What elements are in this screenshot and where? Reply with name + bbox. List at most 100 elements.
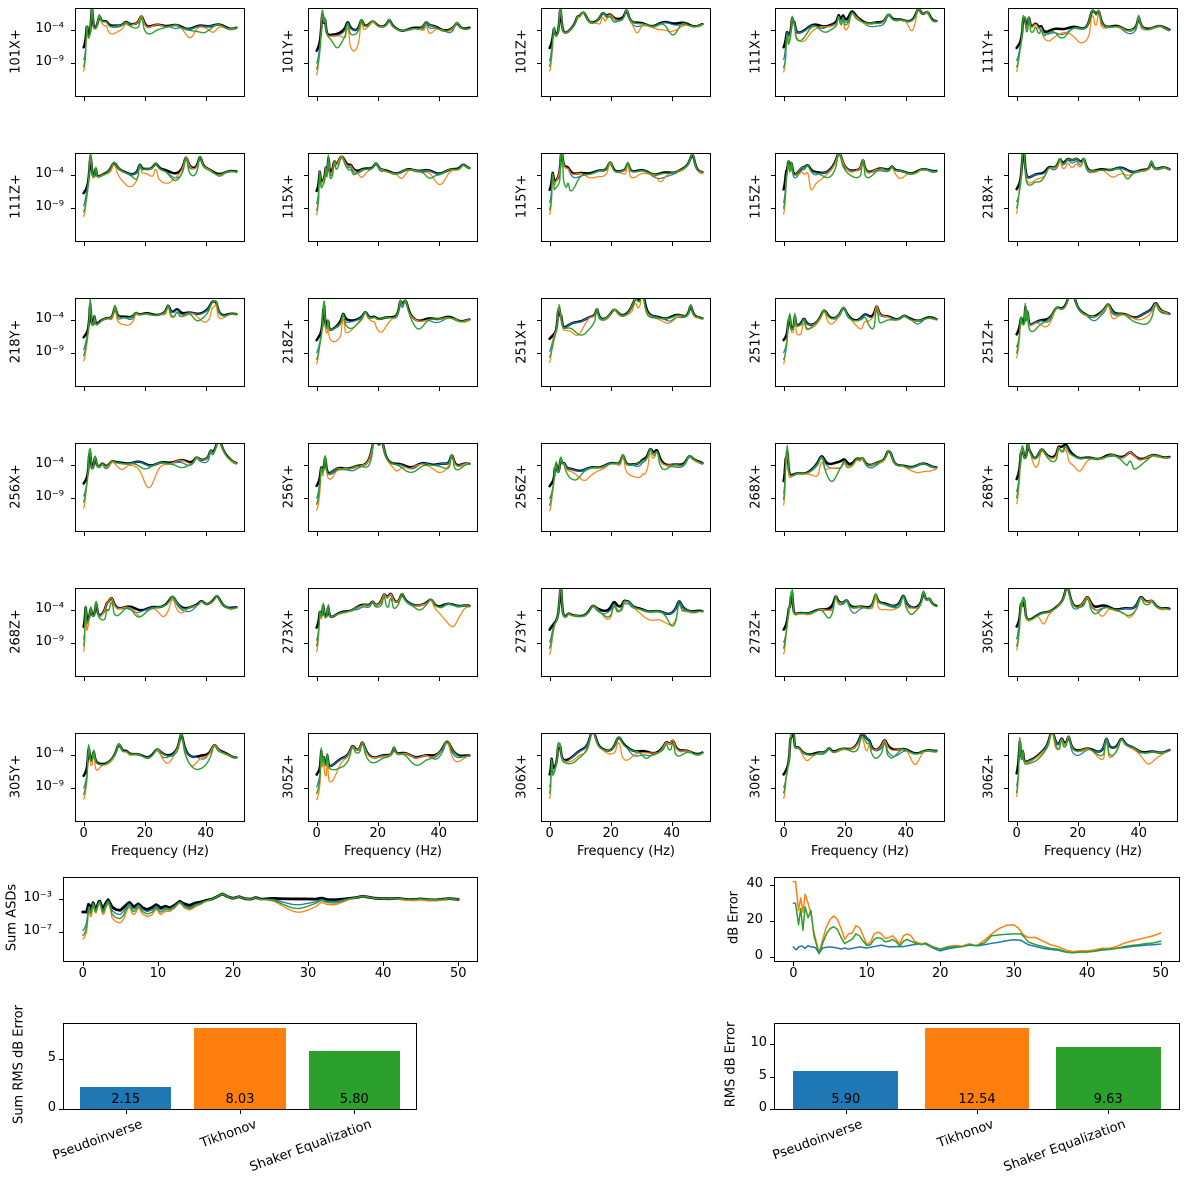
y-tick (71, 643, 75, 644)
x-tick-label: 20 (136, 826, 153, 841)
x-tick (206, 387, 207, 391)
y-tick (770, 885, 774, 886)
subplot-ylabel-273Y+: 273Y+ (514, 609, 530, 653)
bar-category-label: Shaker Equalization (1001, 1117, 1128, 1176)
subplot-ylabel-305X+: 305X+ (981, 608, 997, 654)
y-tick (304, 755, 308, 756)
subplot-canvas-218Z+ (309, 299, 477, 386)
x-tick (906, 532, 907, 536)
subplot-ylabel-251X+: 251X+ (514, 318, 530, 364)
subplot-ylabel-218X+: 218X+ (981, 173, 997, 219)
y-tick (59, 899, 63, 900)
x-tick (1017, 97, 1018, 101)
subplot-canvas-101Z+ (542, 9, 710, 96)
subplot-canvas-273Z+ (776, 589, 944, 676)
y-tick (537, 353, 541, 354)
bar-value-label: 8.03 (225, 1092, 255, 1107)
subplot-canvas-218Y+ (76, 299, 244, 386)
x-tick (845, 242, 846, 246)
y-tick-label: 10⁻³ (23, 889, 52, 905)
y-tick (770, 1044, 774, 1045)
y-tick-label: 10⁻⁹ (35, 199, 64, 215)
subplot-251Z+ (1008, 298, 1178, 387)
x-tick-label: 40 (1130, 826, 1148, 841)
x-tick (611, 532, 612, 536)
x-tick (1078, 97, 1079, 101)
y-tick (1004, 30, 1008, 31)
y-tick (304, 353, 308, 354)
x-tick (145, 97, 146, 101)
y-tick (304, 788, 308, 789)
bar-category-label: Pseudoinverse (771, 1117, 865, 1164)
y-tick (71, 208, 75, 209)
subplot-273X+ (308, 588, 478, 677)
x-tick (1161, 962, 1162, 966)
x-tick-label: 40 (1078, 966, 1096, 981)
y-tick-label: 10⁻⁹ (35, 344, 64, 360)
x-tick (906, 822, 907, 826)
x-tick (550, 387, 551, 391)
y-tick (537, 498, 541, 499)
y-tick (59, 1109, 63, 1110)
subplot-canvas-115X+ (309, 154, 477, 241)
subplot-ylabel-111Y+: 111Y+ (981, 29, 997, 73)
y-tick-label: 10⁻⁴ (35, 456, 64, 472)
bar-value-label: 9.63 (1093, 1092, 1123, 1107)
x-tick-label: 20 (602, 826, 619, 841)
y-tick (771, 30, 775, 31)
subplot-canvas-256Z+ (542, 444, 710, 531)
x-tick (1078, 242, 1079, 246)
x-tick-label: 30 (299, 966, 317, 981)
y-tick-label: 10⁻⁹ (35, 634, 64, 650)
y-tick (537, 755, 541, 756)
subplot-273Z+ (775, 588, 945, 677)
subplot-ylabel-115X+: 115X+ (281, 173, 297, 219)
x-tick-label: 30 (1005, 966, 1022, 981)
y-tick-label: 40 (746, 876, 763, 892)
x-tick (846, 1110, 847, 1114)
x-tick (1017, 677, 1018, 681)
x-tick (439, 677, 440, 681)
y-tick (1004, 175, 1008, 176)
x-tick (84, 387, 85, 391)
x-tick (611, 822, 612, 826)
y-tick (1004, 755, 1008, 756)
subplot-ylabel-305Z+: 305Z+ (281, 753, 297, 799)
y-tick (71, 320, 75, 321)
x-tick (784, 387, 785, 391)
y-tick (771, 63, 775, 64)
sum-asds-canvas (64, 878, 477, 961)
x-tick (845, 532, 846, 536)
y-tick (537, 643, 541, 644)
y-tick (770, 957, 774, 958)
x-tick (145, 822, 146, 826)
y-tick (537, 208, 541, 209)
x-tick (354, 1110, 355, 1114)
y-tick-label: 20 (746, 912, 763, 928)
x-tick-label: 0 (78, 966, 87, 981)
x-tick-label: 40 (197, 826, 215, 841)
x-tick (233, 962, 234, 966)
x-tick-label: 50 (1152, 966, 1169, 981)
bar-Pseudoinverse (80, 1087, 172, 1109)
x-tick-label: 50 (449, 966, 467, 981)
y-tick (537, 175, 541, 176)
x-tick (206, 532, 207, 536)
x-tick (126, 1110, 127, 1114)
y-tick-label: 10⁻⁷ (23, 922, 52, 938)
x-tick (550, 532, 551, 536)
x-tick (145, 387, 146, 391)
x-tick (206, 822, 207, 826)
bar-category-label: Tikhonov (198, 1117, 260, 1152)
subplot-111Z+ (75, 153, 245, 242)
y-tick (771, 610, 775, 611)
subplot-canvas-268Z+ (76, 589, 244, 676)
x-tick (317, 822, 318, 826)
subplot-canvas-218X+ (1009, 154, 1177, 241)
x-tick (845, 677, 846, 681)
subplot-218X+ (1008, 153, 1178, 242)
x-tick (439, 242, 440, 246)
subplot-306Z+ (1008, 733, 1178, 822)
x-tick (383, 962, 384, 966)
bar-category-label: Pseudoinverse (50, 1117, 145, 1164)
